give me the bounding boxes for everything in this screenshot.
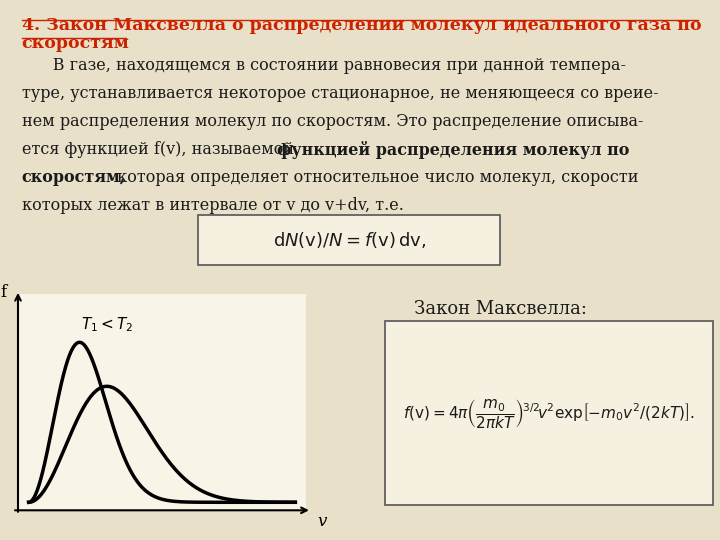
Text: скоростям,: скоростям, xyxy=(22,169,126,186)
Text: v: v xyxy=(318,512,327,530)
Text: 4. Закон Максвелла о распределении молекул идеального газа по: 4. Закон Максвелла о распределении молек… xyxy=(22,17,701,34)
Text: нем распределения молекул по скоростям. Это распределение описыва-: нем распределения молекул по скоростям. … xyxy=(22,113,643,130)
Text: $T_1 < T_2$: $T_1 < T_2$ xyxy=(81,315,134,334)
Text: f: f xyxy=(1,284,7,301)
Text: $f(\mathrm{v}) = 4\pi \left(\dfrac{m_0}{2\pi kT}\right)^{\!3/2}\! v^2 \exp\!\lef: $f(\mathrm{v}) = 4\pi \left(\dfrac{m_0}{… xyxy=(403,396,695,430)
Text: В газе, находящемся в состоянии равновесия при данной темпера-: В газе, находящемся в состоянии равновес… xyxy=(22,57,626,73)
Text: скоростям: скоростям xyxy=(22,35,130,52)
Text: которая определяет относительное число молекул, скорости: которая определяет относительное число м… xyxy=(112,169,638,186)
Text: туре, устанавливается некоторое стационарное, не меняющееся со вреие-: туре, устанавливается некоторое стациона… xyxy=(22,85,658,102)
Text: Закон Максвелла:: Закон Максвелла: xyxy=(414,300,587,318)
Text: $\mathrm{d}N(\mathrm{v})/N=f(\mathrm{v})\,\mathrm{d}\mathrm{v},$: $\mathrm{d}N(\mathrm{v})/N=f(\mathrm{v})… xyxy=(273,230,426,251)
Text: функцией распределения молекул по: функцией распределения молекул по xyxy=(277,141,629,159)
Text: ется функцией f(v), называемой: ется функцией f(v), называемой xyxy=(22,141,299,158)
Text: которых лежат в интервале от v до v+dv, т.е.: которых лежат в интервале от v до v+dv, … xyxy=(22,197,403,214)
FancyBboxPatch shape xyxy=(385,321,713,505)
FancyBboxPatch shape xyxy=(198,215,500,265)
